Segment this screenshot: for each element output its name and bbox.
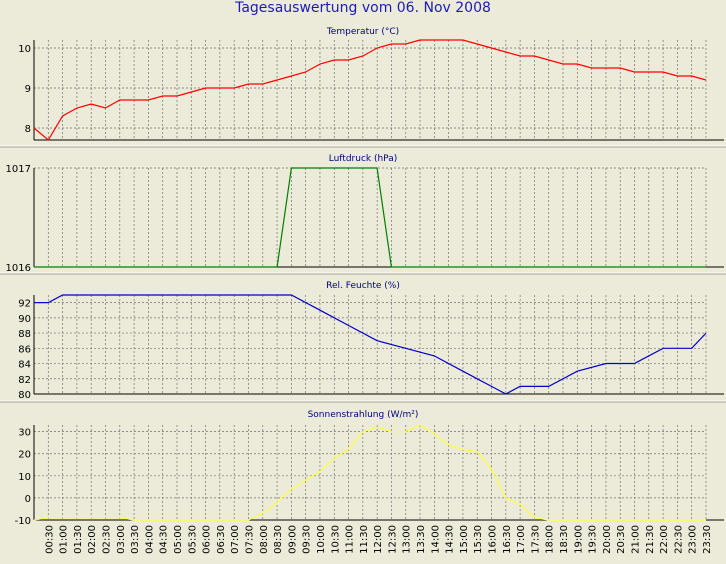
- y-tick-label: 82: [18, 375, 31, 386]
- x-tick-label: 06:30: [216, 525, 227, 554]
- x-tick-label: 03:30: [130, 525, 141, 554]
- y-tick-label: 90: [18, 314, 31, 325]
- y-tick-label: 1017: [6, 164, 31, 175]
- x-tick-label: 04:30: [159, 525, 170, 554]
- y-tick-label: 1016: [6, 263, 31, 274]
- x-tick-label: 18:00: [545, 525, 556, 554]
- x-tick-label: 05:00: [173, 525, 184, 554]
- x-tick-label: 05:30: [187, 525, 198, 554]
- panel-title: Temperatur (°C): [326, 27, 399, 37]
- x-tick-label: 00:30: [44, 525, 55, 554]
- x-tick-label: 02:00: [87, 525, 98, 554]
- panel-title: Sonnenstrahlung (W/m²): [308, 410, 419, 420]
- x-tick-label: 01:00: [59, 525, 70, 554]
- x-tick-label: 11:30: [359, 525, 370, 554]
- y-tick-label: 9: [25, 84, 31, 95]
- x-tick-label: 17:00: [516, 525, 527, 554]
- x-tick-label: 18:30: [559, 525, 570, 554]
- y-tick-label: -10: [15, 516, 31, 527]
- x-tick-label: 09:00: [287, 525, 298, 554]
- series-line: [33, 39, 707, 141]
- x-tick-label: 20:00: [602, 525, 613, 554]
- series-line: [34, 294, 707, 395]
- x-tick-label: 06:00: [202, 525, 213, 554]
- x-tick-label: 19:00: [573, 525, 584, 554]
- x-tick-label: 16:30: [502, 525, 513, 554]
- y-tick-label: 88: [18, 329, 31, 340]
- chart-panel: Sonnenstrahlung (W/m²) -10 0 10 20 30: [15, 410, 724, 527]
- chart-panel: Rel. Feuchte (%) 80 82 84 86 88 90 92: [18, 281, 724, 401]
- x-tick-label: 19:30: [588, 525, 599, 554]
- x-tick-label: 15:30: [473, 525, 484, 554]
- x-tick-label: 11:00: [345, 525, 356, 554]
- x-tick-label: 13:00: [402, 525, 413, 554]
- x-tick-label: 22:30: [673, 525, 684, 554]
- series-line: [34, 167, 706, 268]
- y-tick-label: 20: [18, 450, 31, 461]
- chart-panel: Luftdruck (hPa) 1016 1017: [6, 154, 724, 274]
- x-tick-label: 14:00: [430, 525, 441, 554]
- x-tick-label: 14:30: [445, 525, 456, 554]
- y-tick-label: 92: [18, 299, 31, 310]
- x-tick-label: 10:00: [316, 525, 327, 554]
- y-tick-label: 86: [18, 344, 31, 355]
- x-tick-label: 04:00: [144, 525, 155, 554]
- y-tick-label: 10: [18, 44, 31, 55]
- y-tick-label: 80: [18, 390, 31, 401]
- panel-title: Rel. Feuchte (%): [326, 281, 400, 291]
- x-tick-label: 23:00: [688, 525, 699, 554]
- x-tick-label: 21:00: [631, 525, 642, 554]
- x-tick-label: 08:30: [273, 525, 284, 554]
- x-tick-label: 07:30: [244, 525, 255, 554]
- x-tick-label: 13:30: [416, 525, 427, 554]
- x-tick-label: 07:00: [230, 525, 241, 554]
- series-line: [33, 424, 706, 521]
- x-tick-label: 09:30: [302, 525, 313, 554]
- x-tick-label: 03:00: [116, 525, 127, 554]
- y-tick-label: 30: [18, 428, 31, 439]
- x-tick-label: 08:00: [259, 525, 270, 554]
- x-axis-labels: 00:30 01:00 01:30 02:00 02:30 03:00 03:30 04:00…: [44, 525, 713, 554]
- y-tick-label: 84: [18, 360, 31, 371]
- x-tick-label: 22:00: [659, 525, 670, 554]
- x-tick-label: 20:30: [616, 525, 627, 554]
- x-tick-label: 17:30: [530, 525, 541, 554]
- panel-title: Luftdruck (hPa): [329, 154, 398, 164]
- x-tick-label: 10:30: [330, 525, 341, 554]
- page-title: Tagesauswertung vom 06. Nov 2008: [235, 0, 491, 16]
- y-tick-label: 8: [25, 124, 31, 135]
- x-tick-label: 12:00: [373, 525, 384, 554]
- y-tick-label: 10: [18, 472, 31, 483]
- x-tick-label: 23:30: [702, 525, 713, 554]
- x-tick-label: 21:30: [645, 525, 656, 554]
- chart-panel: Temperatur (°C) 8 9 10: [18, 27, 724, 141]
- x-tick-label: 15:00: [459, 525, 470, 554]
- x-tick-label: 01:30: [73, 525, 84, 554]
- x-tick-label: 16:00: [488, 525, 499, 554]
- x-tick-label: 12:30: [387, 525, 398, 554]
- x-tick-label: 02:30: [101, 525, 112, 554]
- y-tick-label: 0: [25, 494, 31, 505]
